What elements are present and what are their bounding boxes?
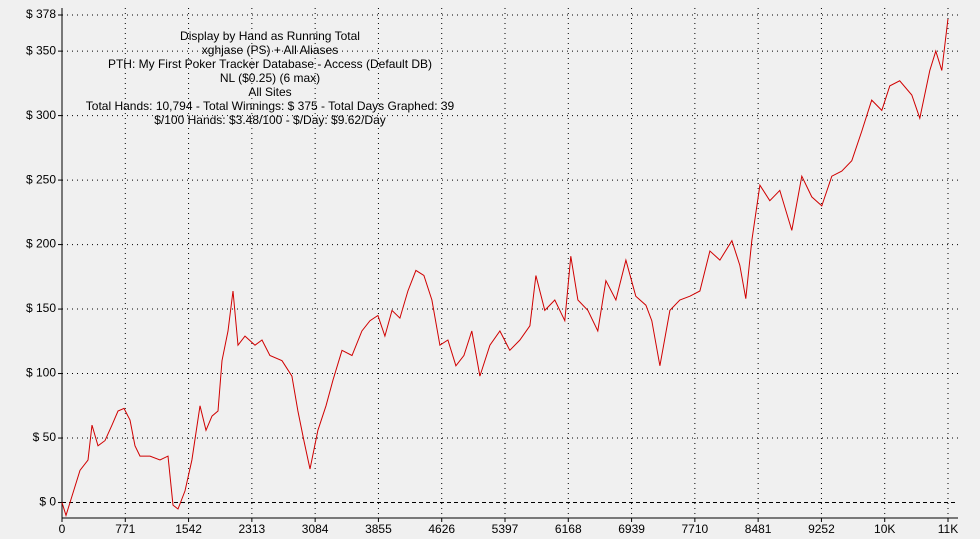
x-tick-label: 0 bbox=[59, 522, 66, 536]
annotation: $/100 Hands: $3.48/100 - $/Day: $9.62/Da… bbox=[154, 113, 386, 127]
y-tick-label: $ 0 bbox=[39, 495, 56, 509]
x-tick-label: 5397 bbox=[492, 522, 519, 536]
y-tick-label: $ 50 bbox=[33, 430, 57, 444]
x-tick-label: 6168 bbox=[555, 522, 582, 536]
y-tick-label: $ 150 bbox=[26, 301, 56, 315]
x-tick-label: 9252 bbox=[808, 522, 835, 536]
y-tick-label: $ 100 bbox=[26, 366, 56, 380]
y-tick-label: $ 250 bbox=[26, 172, 56, 186]
y-tick-label: $ 378 bbox=[26, 7, 56, 21]
x-tick-label: 3084 bbox=[302, 522, 329, 536]
x-tick-label: 1542 bbox=[175, 522, 202, 536]
annotation: Total Hands: 10,794 - Total Winnings: $ … bbox=[86, 99, 455, 113]
x-tick-label: 3855 bbox=[365, 522, 392, 536]
x-tick-label: 2313 bbox=[239, 522, 266, 536]
line-series bbox=[61, 18, 949, 518]
x-tick-label: 4626 bbox=[428, 522, 455, 536]
annotation: All Sites bbox=[248, 85, 291, 99]
annotation: NL ($0.25) (6 max) bbox=[220, 71, 320, 85]
x-tick-label: 8481 bbox=[745, 522, 772, 536]
y-tick-label: $ 200 bbox=[26, 237, 56, 251]
y-tick-label: $ 300 bbox=[26, 108, 56, 122]
x-tick-label: 10K bbox=[874, 522, 895, 536]
annotation: xghjase (PS) + All Aliases bbox=[202, 43, 338, 57]
x-tick-label: 11K bbox=[938, 522, 958, 536]
chart-title: Display by Hand as Running Total bbox=[180, 29, 360, 43]
annotation: PTH: My First Poker Tracker Database - A… bbox=[108, 57, 432, 71]
x-tick-label: 6939 bbox=[618, 522, 645, 536]
y-tick-label: $ 350 bbox=[26, 43, 56, 57]
x-tick-label: 771 bbox=[115, 522, 135, 536]
x-tick-label: 7710 bbox=[682, 522, 709, 536]
